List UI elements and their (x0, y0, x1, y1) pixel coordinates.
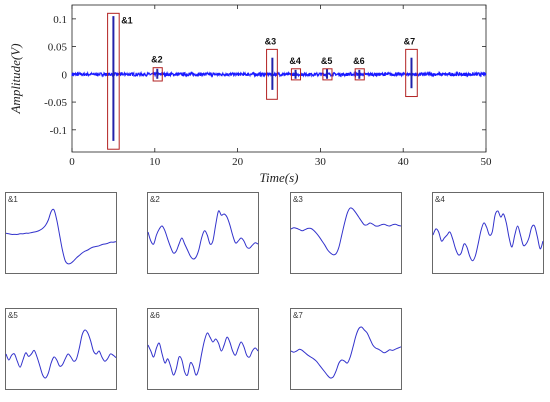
x-tick-label: 30 (315, 156, 327, 168)
event-panel: &1 (5, 192, 117, 274)
y-tick-label: 0.1 (53, 14, 67, 26)
event-panel: &6 (147, 308, 259, 390)
event-label: &7 (404, 36, 416, 46)
event-box (354, 68, 365, 81)
event-label: &5 (321, 56, 333, 66)
panel-label: &7 (293, 311, 303, 320)
y-tick-label: -0.05 (44, 97, 67, 109)
panel-label: &4 (435, 195, 445, 204)
plot-area: 0 10 20 30 40 50 -0.1 -0.05 0 0.05 0.1 Time(s) Ampli… (8, 4, 493, 185)
x-tick-label: 10 (149, 156, 161, 168)
y-tick-label: -0.1 (50, 125, 67, 137)
panel-label: &1 (8, 195, 18, 204)
panel-waveform (5, 208, 117, 265)
y-tick-label: 0.05 (48, 42, 68, 54)
panel-frame (5, 308, 117, 390)
panel-frame (290, 308, 402, 390)
panel-waveform (290, 207, 402, 256)
x-tick-label: 0 (69, 156, 75, 168)
event-label: &3 (265, 36, 277, 46)
time-series-chart: 0 10 20 30 40 50 -0.1 -0.05 0 0.05 0.1 Time(s) Ampli… (8, 4, 493, 185)
panel-label: &6 (150, 311, 160, 320)
event-box (405, 48, 418, 98)
event-panel: &3 (290, 192, 402, 274)
y-axis-label: Amplitude(V) (8, 43, 23, 114)
panel-label: &2 (150, 195, 160, 204)
panel-waveform (290, 326, 402, 379)
event-box (322, 68, 333, 81)
x-axis-label: Time(s) (260, 170, 299, 185)
event-label: &6 (353, 56, 365, 66)
panel-waveform (5, 329, 117, 379)
panel-frame (290, 192, 402, 274)
x-tick-label: 50 (481, 156, 493, 168)
event-panel: &7 (290, 308, 402, 390)
event-label: &2 (151, 55, 163, 65)
panel-frame (5, 192, 117, 274)
event-box (152, 67, 163, 82)
event-box (107, 12, 120, 150)
x-tick-label: 40 (398, 156, 410, 168)
event-label: &4 (289, 56, 301, 66)
event-box (290, 68, 302, 81)
y-tick-label: 0 (62, 69, 68, 81)
panel-waveform (147, 332, 259, 377)
panel-waveform (432, 210, 544, 262)
event-panel: &5 (5, 308, 117, 390)
plot-frame (71, 4, 487, 153)
panel-label: &5 (8, 311, 18, 320)
event-label: &1 (121, 15, 133, 25)
panel-label: &3 (293, 195, 303, 204)
event-panel: &4 (432, 192, 544, 274)
event-panel: &2 (147, 192, 259, 274)
panel-waveform (147, 210, 259, 260)
x-tick-label: 20 (232, 156, 244, 168)
event-box (266, 48, 278, 100)
